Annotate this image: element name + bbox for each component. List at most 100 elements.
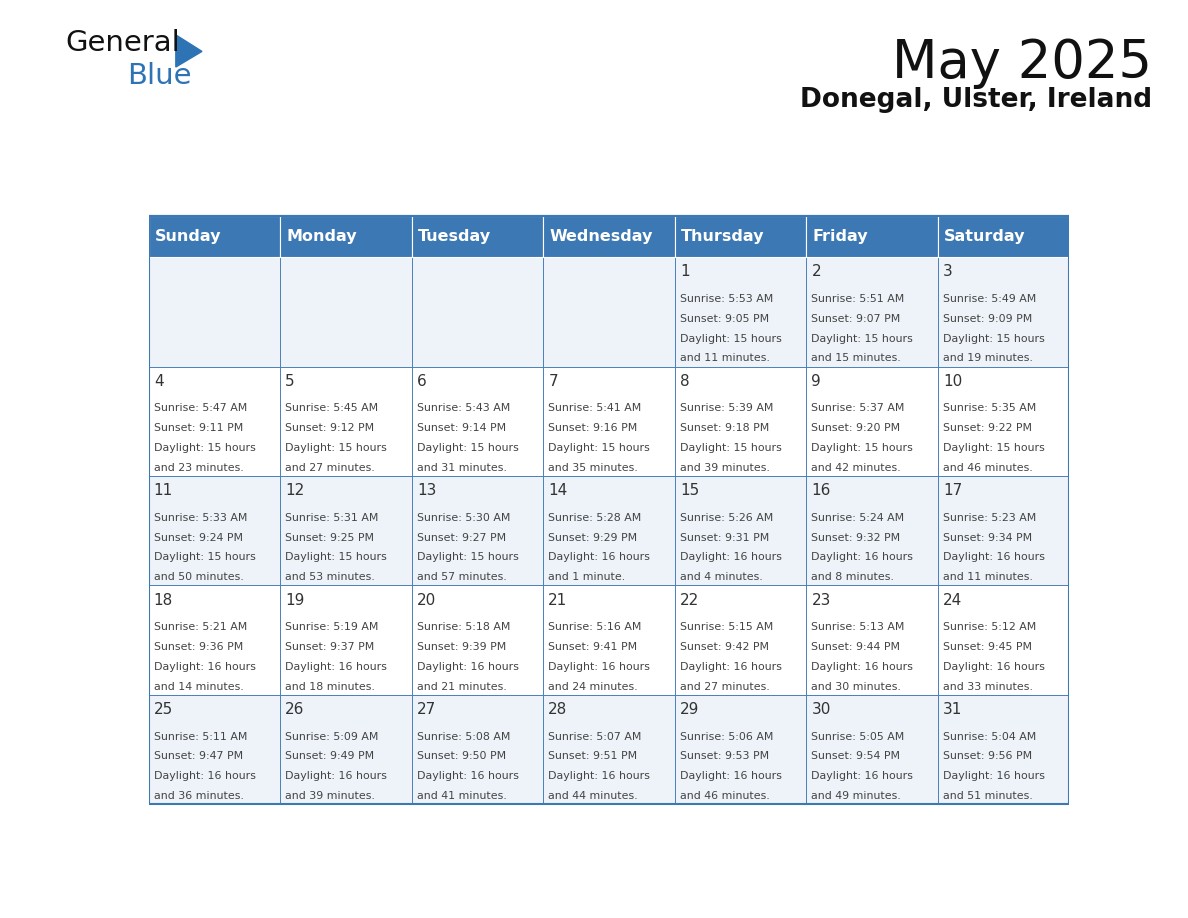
- Text: 15: 15: [680, 483, 699, 498]
- Text: and 24 minutes.: and 24 minutes.: [549, 681, 638, 691]
- FancyBboxPatch shape: [807, 695, 937, 804]
- Text: Sunrise: 5:08 AM: Sunrise: 5:08 AM: [417, 732, 510, 742]
- Text: 24: 24: [943, 592, 962, 608]
- Text: and 57 minutes.: and 57 minutes.: [417, 572, 506, 582]
- Text: 19: 19: [285, 592, 304, 608]
- Text: Sunday: Sunday: [156, 230, 222, 244]
- Text: Sunrise: 5:07 AM: Sunrise: 5:07 AM: [549, 732, 642, 742]
- Text: Sunrise: 5:31 AM: Sunrise: 5:31 AM: [285, 513, 379, 522]
- Text: Sunset: 9:39 PM: Sunset: 9:39 PM: [417, 642, 506, 652]
- Text: and 1 minute.: and 1 minute.: [549, 572, 625, 582]
- Text: Daylight: 15 hours: Daylight: 15 hours: [943, 443, 1044, 453]
- Text: Sunset: 9:25 PM: Sunset: 9:25 PM: [285, 532, 374, 543]
- Text: Daylight: 16 hours: Daylight: 16 hours: [417, 771, 519, 781]
- Text: Sunset: 9:29 PM: Sunset: 9:29 PM: [549, 532, 638, 543]
- Text: and 11 minutes.: and 11 minutes.: [943, 572, 1032, 582]
- Text: Daylight: 15 hours: Daylight: 15 hours: [285, 443, 387, 453]
- FancyBboxPatch shape: [937, 695, 1069, 804]
- Text: Wednesday: Wednesday: [550, 230, 653, 244]
- Text: and 30 minutes.: and 30 minutes.: [811, 681, 902, 691]
- Text: and 35 minutes.: and 35 minutes.: [549, 463, 638, 473]
- Text: 12: 12: [285, 483, 304, 498]
- Text: Sunset: 9:41 PM: Sunset: 9:41 PM: [549, 642, 638, 652]
- Text: Sunrise: 5:45 AM: Sunrise: 5:45 AM: [285, 403, 379, 413]
- Text: Sunrise: 5:47 AM: Sunrise: 5:47 AM: [153, 403, 247, 413]
- Text: 18: 18: [153, 592, 173, 608]
- Text: and 18 minutes.: and 18 minutes.: [285, 681, 375, 691]
- Text: and 21 minutes.: and 21 minutes.: [417, 681, 506, 691]
- Text: Friday: Friday: [813, 230, 868, 244]
- FancyBboxPatch shape: [675, 476, 807, 586]
- Text: Daylight: 16 hours: Daylight: 16 hours: [549, 771, 650, 781]
- Text: 20: 20: [417, 592, 436, 608]
- Text: Sunrise: 5:30 AM: Sunrise: 5:30 AM: [417, 513, 510, 522]
- FancyBboxPatch shape: [411, 366, 543, 476]
- FancyBboxPatch shape: [148, 695, 280, 804]
- FancyBboxPatch shape: [543, 216, 675, 257]
- Text: Sunset: 9:11 PM: Sunset: 9:11 PM: [153, 423, 244, 433]
- Text: Daylight: 16 hours: Daylight: 16 hours: [680, 771, 782, 781]
- Text: and 11 minutes.: and 11 minutes.: [680, 353, 770, 364]
- Text: 4: 4: [153, 374, 164, 388]
- Text: 28: 28: [549, 702, 568, 717]
- Text: Sunrise: 5:19 AM: Sunrise: 5:19 AM: [285, 622, 379, 633]
- FancyBboxPatch shape: [280, 366, 411, 476]
- Text: and 42 minutes.: and 42 minutes.: [811, 463, 901, 473]
- Text: and 46 minutes.: and 46 minutes.: [680, 791, 770, 801]
- Text: 5: 5: [285, 374, 295, 388]
- Text: Sunrise: 5:18 AM: Sunrise: 5:18 AM: [417, 622, 510, 633]
- Text: and 36 minutes.: and 36 minutes.: [153, 791, 244, 801]
- FancyBboxPatch shape: [280, 216, 411, 257]
- Text: 11: 11: [153, 483, 173, 498]
- FancyBboxPatch shape: [280, 257, 411, 366]
- Text: and 27 minutes.: and 27 minutes.: [680, 681, 770, 691]
- Text: and 4 minutes.: and 4 minutes.: [680, 572, 763, 582]
- Text: Sunset: 9:53 PM: Sunset: 9:53 PM: [680, 752, 769, 761]
- Text: 2: 2: [811, 264, 821, 279]
- Text: 25: 25: [153, 702, 173, 717]
- Text: and 19 minutes.: and 19 minutes.: [943, 353, 1032, 364]
- Text: Donegal, Ulster, Ireland: Donegal, Ulster, Ireland: [801, 87, 1152, 113]
- Text: and 53 minutes.: and 53 minutes.: [285, 572, 375, 582]
- Text: Sunset: 9:22 PM: Sunset: 9:22 PM: [943, 423, 1032, 433]
- Text: and 46 minutes.: and 46 minutes.: [943, 463, 1032, 473]
- Text: and 50 minutes.: and 50 minutes.: [153, 572, 244, 582]
- Text: and 44 minutes.: and 44 minutes.: [549, 791, 638, 801]
- Text: 8: 8: [680, 374, 689, 388]
- FancyBboxPatch shape: [543, 695, 675, 804]
- Text: Saturday: Saturday: [944, 230, 1025, 244]
- Text: Daylight: 16 hours: Daylight: 16 hours: [943, 662, 1045, 672]
- FancyBboxPatch shape: [280, 695, 411, 804]
- Text: Monday: Monday: [286, 230, 358, 244]
- Text: Daylight: 15 hours: Daylight: 15 hours: [417, 553, 519, 563]
- Text: Sunrise: 5:33 AM: Sunrise: 5:33 AM: [153, 513, 247, 522]
- FancyBboxPatch shape: [937, 476, 1069, 586]
- Text: Daylight: 16 hours: Daylight: 16 hours: [549, 662, 650, 672]
- FancyBboxPatch shape: [411, 695, 543, 804]
- Text: and 49 minutes.: and 49 minutes.: [811, 791, 902, 801]
- Text: Sunrise: 5:16 AM: Sunrise: 5:16 AM: [549, 622, 642, 633]
- Text: Sunrise: 5:26 AM: Sunrise: 5:26 AM: [680, 513, 773, 522]
- Text: Sunset: 9:18 PM: Sunset: 9:18 PM: [680, 423, 769, 433]
- FancyBboxPatch shape: [411, 216, 543, 257]
- Text: Sunrise: 5:05 AM: Sunrise: 5:05 AM: [811, 732, 904, 742]
- Text: 14: 14: [549, 483, 568, 498]
- Text: Daylight: 16 hours: Daylight: 16 hours: [417, 662, 519, 672]
- Text: 21: 21: [549, 592, 568, 608]
- Text: 26: 26: [285, 702, 304, 717]
- Text: 13: 13: [417, 483, 436, 498]
- FancyBboxPatch shape: [807, 257, 937, 366]
- Text: Daylight: 16 hours: Daylight: 16 hours: [153, 662, 255, 672]
- FancyBboxPatch shape: [280, 586, 411, 695]
- Text: 17: 17: [943, 483, 962, 498]
- Text: Sunrise: 5:51 AM: Sunrise: 5:51 AM: [811, 294, 904, 304]
- Text: 6: 6: [417, 374, 426, 388]
- Text: Daylight: 15 hours: Daylight: 15 hours: [549, 443, 650, 453]
- Text: Sunrise: 5:15 AM: Sunrise: 5:15 AM: [680, 622, 773, 633]
- FancyBboxPatch shape: [148, 366, 280, 476]
- Text: Daylight: 15 hours: Daylight: 15 hours: [811, 443, 914, 453]
- Text: 29: 29: [680, 702, 700, 717]
- Text: and 39 minutes.: and 39 minutes.: [285, 791, 375, 801]
- FancyBboxPatch shape: [148, 257, 280, 366]
- Text: Daylight: 16 hours: Daylight: 16 hours: [943, 771, 1045, 781]
